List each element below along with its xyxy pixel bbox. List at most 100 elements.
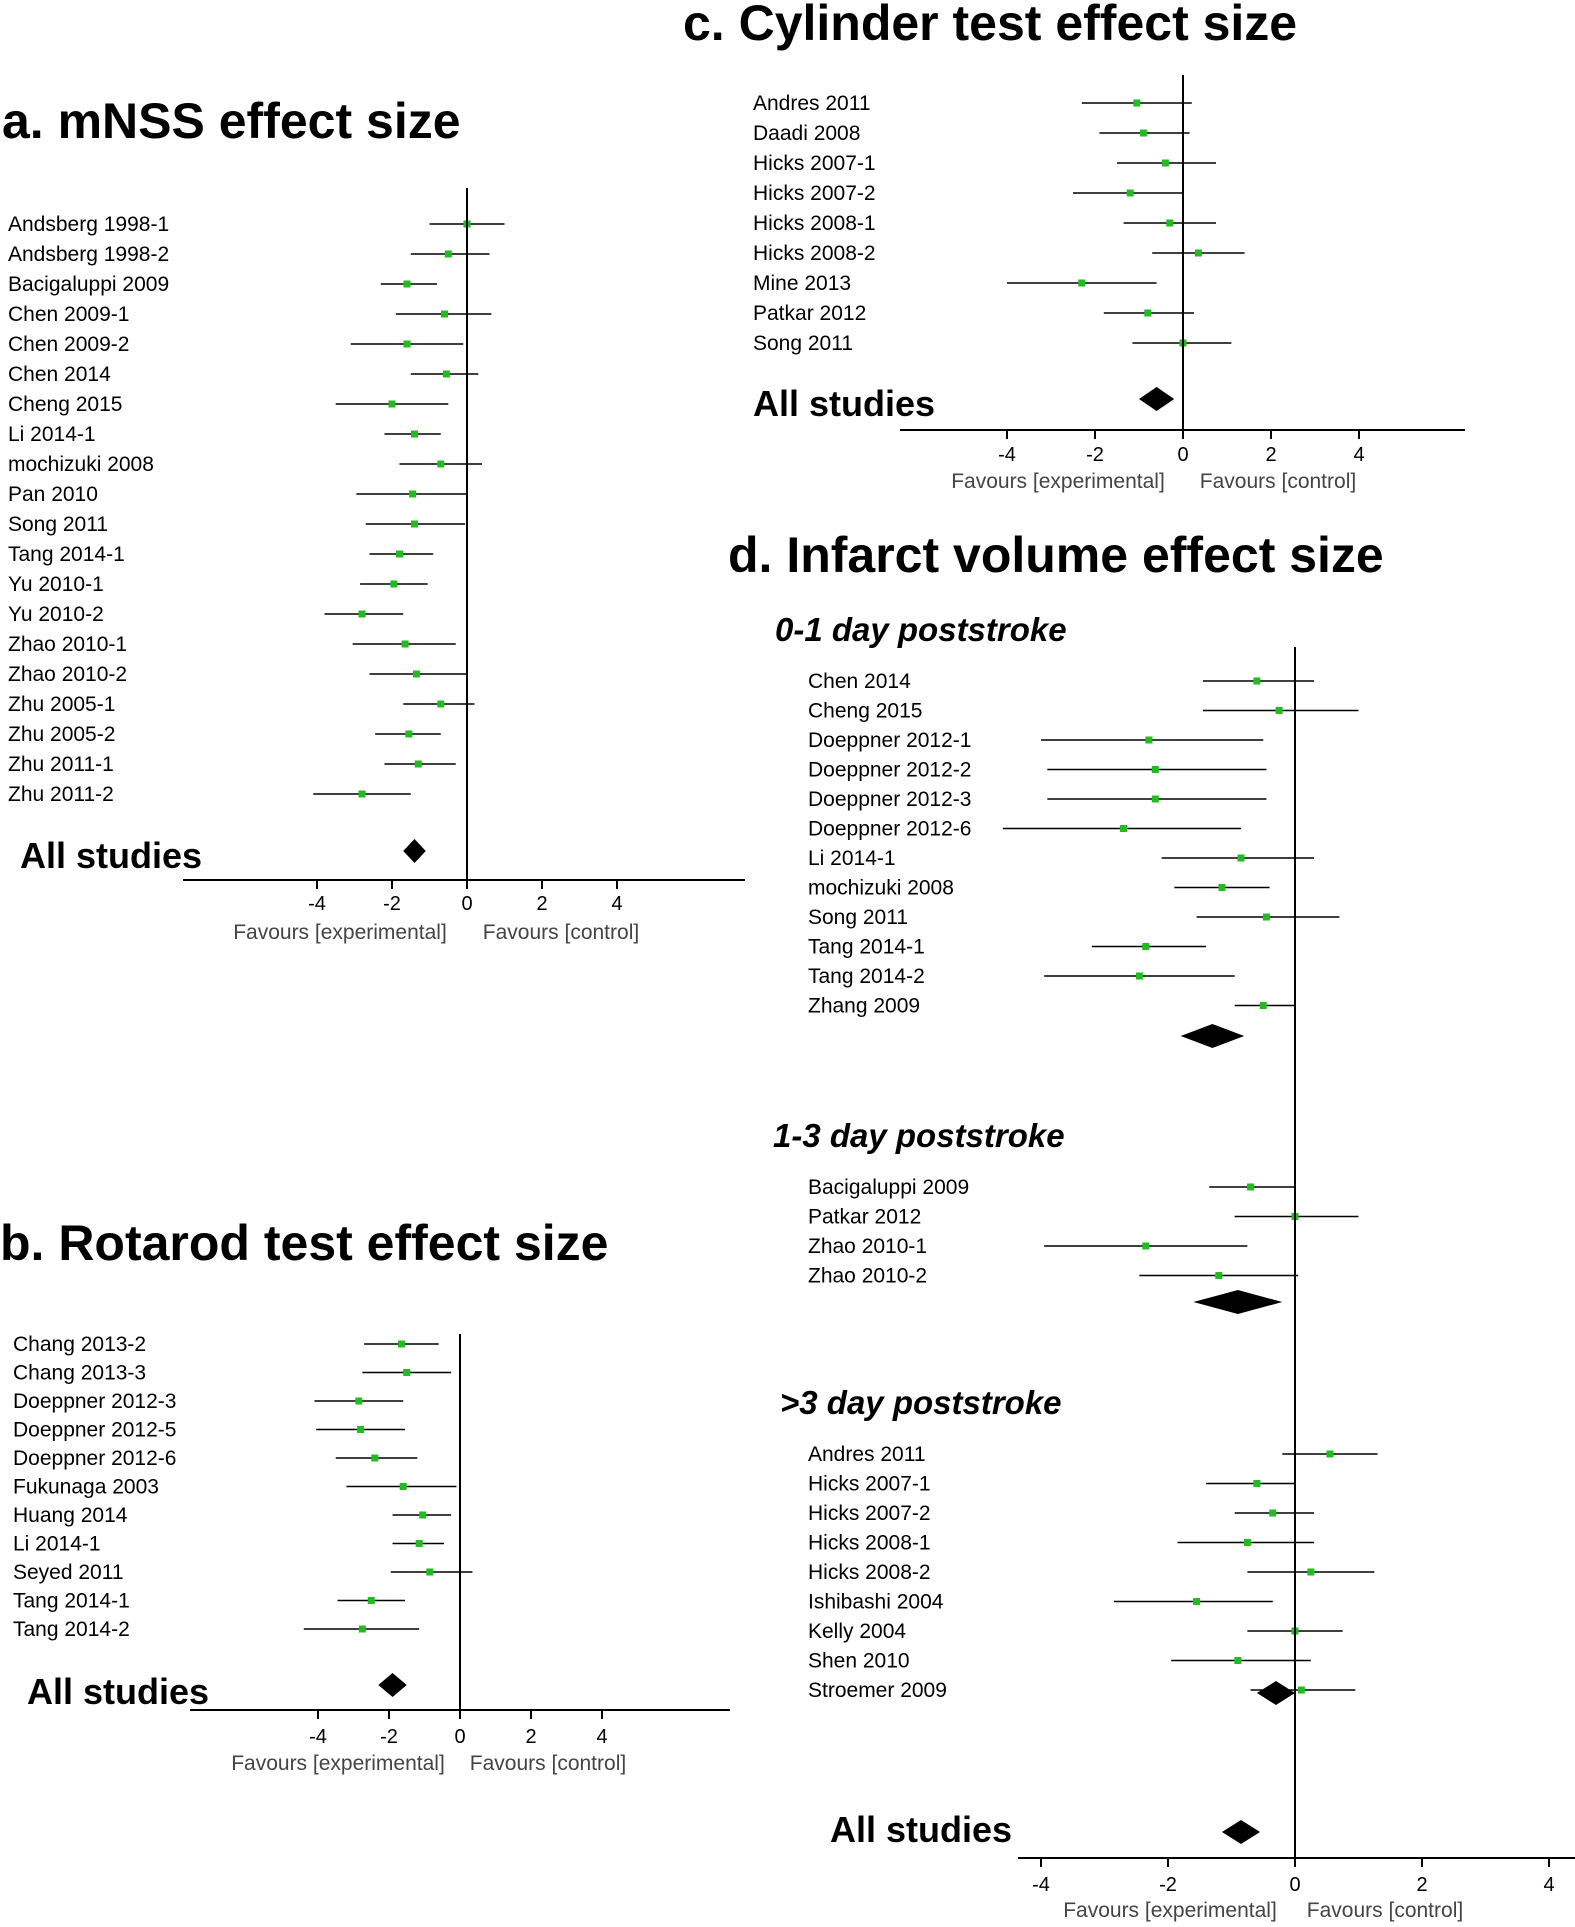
panel-d-g0-point-5 — [1120, 825, 1128, 832]
panel-c-title: c. Cylinder test effect size — [683, 0, 1297, 51]
panel-c-cylinder: c. Cylinder test effect size Andres 2011… — [683, 0, 1465, 493]
panel-d-g0-study-label-11: Zhang 2009 — [808, 995, 920, 1018]
panel-b-point-4 — [371, 1454, 379, 1462]
panel-a-tick-label-1: -2 — [383, 893, 401, 915]
panel-a-point-13 — [358, 610, 366, 618]
panel-b-rotarod: b. Rotarod test effect size Chang 2013-2… — [0, 1215, 730, 1775]
panel-a-point-19 — [358, 790, 366, 798]
panel-c-tick-label-3: 2 — [1265, 444, 1276, 466]
panel-a-mnss: a. mNSS effect size Andsberg 1998-1Andsb… — [2, 93, 745, 944]
panel-a-point-14 — [401, 640, 409, 648]
panel-b-point-5 — [399, 1483, 407, 1490]
panel-b-study-label-5: Fukunaga 2003 — [13, 1476, 159, 1499]
panel-d-g2-point-1 — [1253, 1480, 1261, 1487]
panel-b-point-2 — [355, 1397, 363, 1405]
panel-c-study-label-6: Mine 2013 — [753, 272, 851, 295]
panel-d-g0-point-6 — [1237, 854, 1245, 862]
panel-d-g2-point-8 — [1297, 1686, 1305, 1694]
panel-c-favours-control: Favours [control] — [1200, 470, 1356, 493]
panel-a-study-label-13: Yu 2010-2 — [8, 603, 104, 626]
panel-a-study-label-15: Zhao 2010-2 — [8, 663, 127, 686]
panel-a-point-3 — [441, 310, 448, 318]
panel-b-point-0 — [397, 1340, 405, 1348]
panel-c-study-label-4: Hicks 2008-1 — [753, 212, 876, 235]
panel-b-study-label-10: Tang 2014-2 — [13, 1618, 130, 1641]
panel-a-favours-experimental: Favours [experimental] — [233, 921, 447, 944]
panel-d-g2-study-label-5: Ishibashi 2004 — [808, 1591, 944, 1614]
panel-a-study-label-18: Zhu 2011-1 — [8, 753, 114, 776]
panel-c-point-6 — [1078, 279, 1086, 287]
panel-d-favours-experimental: Favours [experimental] — [1063, 1899, 1277, 1922]
panel-a-study-label-1: Andsberg 1998-2 — [8, 243, 169, 266]
panel-d-tick-label-3: 2 — [1416, 1874, 1427, 1896]
panel-c-point-4 — [1166, 219, 1174, 227]
panel-b-study-marks — [303, 1340, 473, 1697]
panel-d-g2-point-3 — [1243, 1539, 1251, 1546]
panel-b-point-8 — [426, 1568, 434, 1576]
panel-d-g2-study-label-8: Stroemer 2009 — [808, 1679, 947, 1702]
panel-a-point-9 — [409, 490, 417, 498]
panel-d-g1-study-label-3: Zhao 2010-2 — [808, 1265, 927, 1288]
panel-a-point-2 — [403, 280, 411, 288]
panel-a-point-1 — [444, 250, 452, 258]
panel-c-tick-label-1: -2 — [1086, 444, 1104, 466]
panel-a-point-5 — [442, 370, 450, 378]
panel-a-study-label-12: Yu 2010-1 — [8, 573, 104, 596]
panel-a-study-label-7: Li 2014-1 — [8, 423, 96, 446]
panel-c-point-1 — [1139, 129, 1147, 137]
panel-b-favours-experimental: Favours [experimental] — [231, 1752, 445, 1775]
panel-a-study-label-10: Song 2011 — [8, 513, 108, 536]
panel-b-study-label-2: Doeppner 2012-3 — [13, 1390, 176, 1413]
panel-d-all-studies-label: All studies — [830, 1809, 1012, 1850]
panel-d-g0-study-label-6: Li 2014-1 — [808, 847, 896, 870]
panel-a-tick-label-2: 0 — [461, 893, 472, 915]
panel-b-point-3 — [357, 1426, 365, 1433]
panel-d-g0-study-label-7: mochizuki 2008 — [808, 877, 954, 900]
panel-b-tick-label-4: 4 — [596, 1726, 607, 1748]
panel-c-point-7 — [1144, 309, 1152, 317]
panel-a-study-label-6: Cheng 2015 — [8, 393, 122, 416]
panel-b-tick-label-3: 2 — [525, 1726, 536, 1748]
panel-c-tick-labels: -4 -2 0 2 4 — [998, 430, 1365, 466]
panel-d-g1-point-3 — [1215, 1272, 1223, 1279]
panel-d-title: d. Infarct volume effect size — [728, 527, 1384, 583]
panel-b-point-7 — [415, 1540, 423, 1547]
panel-d-g1-point-0 — [1247, 1183, 1255, 1191]
panel-a-study-label-17: Zhu 2005-2 — [8, 723, 115, 746]
panel-d-subgroup-2-diamond — [1256, 1681, 1295, 1705]
panel-a-point-12 — [390, 580, 398, 588]
panel-b-tick-label-2: 0 — [454, 1726, 465, 1748]
panel-d-study-marks — [1002, 677, 1378, 1844]
panel-a-point-4 — [403, 340, 411, 348]
panel-d-g0-point-7 — [1218, 884, 1226, 891]
panel-a-study-label-9: Pan 2010 — [8, 483, 98, 506]
panel-d-g2-point-4 — [1307, 1568, 1315, 1576]
panel-c-study-labels: Andres 2011 Daadi 2008 Hicks 2007-1 Hicks 2… — [753, 92, 876, 355]
panel-d-subgroup-1-title: 1-3 day poststroke — [773, 1117, 1065, 1154]
panel-b-tick-labels: -4 -2 0 2 4 — [309, 1710, 608, 1748]
panel-d-g0-study-label-10: Tang 2014-2 — [808, 965, 925, 988]
panel-d-g0-study-label-2: Doeppner 2012-1 — [808, 729, 971, 752]
panel-a-study-label-14: Zhao 2010-1 — [8, 633, 127, 656]
panel-b-study-label-7: Li 2014-1 — [13, 1533, 101, 1556]
panel-c-favours-experimental: Favours [experimental] — [951, 470, 1165, 493]
panel-b-favours-control: Favours [control] — [470, 1752, 626, 1775]
panel-a-tick-label-0: -4 — [308, 893, 326, 915]
panel-d-g2-study-label-1: Hicks 2007-1 — [808, 1473, 931, 1496]
panel-c-all-studies-label: All studies — [753, 383, 935, 424]
panel-c-study-label-0: Andres 2011 — [753, 92, 871, 115]
panel-c-point-2 — [1161, 159, 1169, 167]
panel-d-g0-study-label-8: Song 2011 — [808, 906, 908, 929]
panel-b-tick-label-0: -4 — [309, 1726, 327, 1748]
panel-a-tick-labels: -4 -2 0 2 4 — [308, 880, 623, 915]
panel-d-g0-point-2 — [1145, 736, 1153, 744]
panel-b-tick-label-1: -2 — [380, 1726, 398, 1748]
panel-d-subgroup-0-title: 0-1 day poststroke — [775, 611, 1067, 648]
panel-d-g0-study-label-1: Cheng 2015 — [808, 700, 922, 723]
panel-a-tick-label-3: 2 — [536, 893, 547, 915]
panel-d-subgroup-1-diamond — [1193, 1290, 1283, 1314]
panel-d-tick-labels: -4 -2 0 2 4 — [1032, 1858, 1555, 1896]
panel-d-g0-study-label-0: Chen 2014 — [808, 670, 911, 693]
panel-a-point-18 — [414, 760, 422, 768]
